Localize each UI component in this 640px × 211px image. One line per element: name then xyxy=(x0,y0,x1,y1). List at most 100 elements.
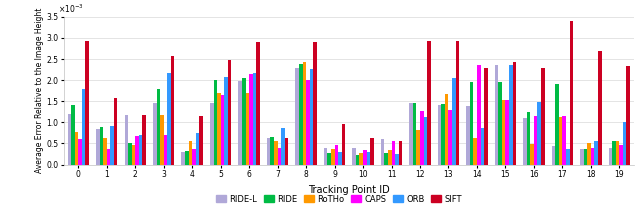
Bar xyxy=(420,111,424,165)
Bar xyxy=(160,115,164,165)
Bar xyxy=(495,65,499,165)
Text: $\times 10^{-3}$: $\times 10^{-3}$ xyxy=(58,3,84,15)
Bar xyxy=(107,149,110,165)
Bar xyxy=(303,62,306,165)
Bar xyxy=(249,74,253,165)
Bar xyxy=(274,141,278,165)
Bar xyxy=(221,95,224,165)
Bar xyxy=(299,64,303,165)
Bar xyxy=(456,41,459,165)
Bar xyxy=(246,93,249,165)
Bar xyxy=(271,137,274,165)
Bar xyxy=(506,100,509,165)
Bar xyxy=(85,41,89,165)
Bar xyxy=(381,139,385,165)
Bar xyxy=(449,110,452,165)
Legend: RIDE-L, RIDE, RoTHo, CAPS, ORB, SIFT: RIDE-L, RIDE, RoTHo, CAPS, ORB, SIFT xyxy=(212,191,466,207)
Bar xyxy=(214,80,217,165)
Bar xyxy=(427,41,431,165)
Bar xyxy=(385,153,388,165)
Bar xyxy=(580,149,584,165)
Bar xyxy=(452,78,456,165)
Bar xyxy=(228,60,231,165)
Bar xyxy=(445,94,449,165)
Bar xyxy=(142,115,146,165)
Bar xyxy=(399,141,402,165)
Bar xyxy=(474,138,477,165)
Bar xyxy=(467,106,470,165)
Bar xyxy=(100,127,103,165)
Bar xyxy=(570,21,573,165)
Bar xyxy=(135,136,139,165)
Bar xyxy=(224,77,228,165)
Bar xyxy=(128,143,132,165)
Bar xyxy=(125,115,128,165)
Bar xyxy=(296,68,299,165)
Bar xyxy=(538,102,541,165)
Bar xyxy=(417,130,420,165)
Bar xyxy=(342,124,345,165)
Bar xyxy=(424,117,427,165)
Bar xyxy=(239,81,242,165)
Bar xyxy=(167,73,171,165)
Bar xyxy=(442,104,445,165)
Bar xyxy=(324,148,328,165)
Bar xyxy=(75,132,78,165)
Y-axis label: Average Error Relative to the Image Height: Average Error Relative to the Image Heig… xyxy=(35,8,44,173)
Bar xyxy=(559,117,563,165)
Bar xyxy=(527,112,531,165)
Bar xyxy=(306,80,310,165)
X-axis label: Tracking Point ID: Tracking Point ID xyxy=(308,185,390,195)
Bar xyxy=(328,153,331,165)
Bar xyxy=(627,66,630,165)
Bar xyxy=(438,106,442,165)
Bar xyxy=(196,133,199,165)
Bar xyxy=(584,149,588,165)
Bar xyxy=(256,42,260,165)
Bar xyxy=(524,118,527,165)
Bar xyxy=(598,51,602,165)
Bar xyxy=(552,146,556,165)
Bar xyxy=(595,141,598,165)
Bar xyxy=(531,144,534,165)
Bar xyxy=(502,100,506,165)
Bar xyxy=(331,149,335,165)
Bar xyxy=(541,68,545,165)
Bar xyxy=(71,105,75,165)
Bar xyxy=(363,150,367,165)
Bar xyxy=(199,116,203,165)
Bar xyxy=(395,154,399,165)
Bar xyxy=(285,138,288,165)
Bar xyxy=(164,135,167,165)
Bar xyxy=(253,73,256,165)
Bar xyxy=(132,145,135,165)
Bar xyxy=(189,141,192,165)
Bar xyxy=(566,149,570,165)
Bar xyxy=(616,141,620,165)
Bar xyxy=(388,150,392,165)
Bar xyxy=(335,145,338,165)
Bar xyxy=(591,148,595,165)
Bar xyxy=(620,145,623,165)
Bar xyxy=(556,84,559,165)
Bar xyxy=(410,103,413,165)
Bar xyxy=(281,128,285,165)
Bar xyxy=(267,138,271,165)
Bar xyxy=(338,152,342,165)
Bar xyxy=(68,114,71,165)
Bar xyxy=(278,148,281,165)
Bar xyxy=(103,138,107,165)
Bar xyxy=(481,128,484,165)
Bar xyxy=(588,143,591,165)
Bar xyxy=(310,69,313,165)
Bar xyxy=(367,152,370,165)
Bar xyxy=(242,78,246,165)
Bar xyxy=(609,148,612,165)
Bar xyxy=(470,82,474,165)
Bar xyxy=(110,126,114,165)
Bar xyxy=(370,138,374,165)
Bar xyxy=(171,56,174,165)
Bar xyxy=(353,148,356,165)
Bar xyxy=(96,129,100,165)
Bar xyxy=(78,139,82,165)
